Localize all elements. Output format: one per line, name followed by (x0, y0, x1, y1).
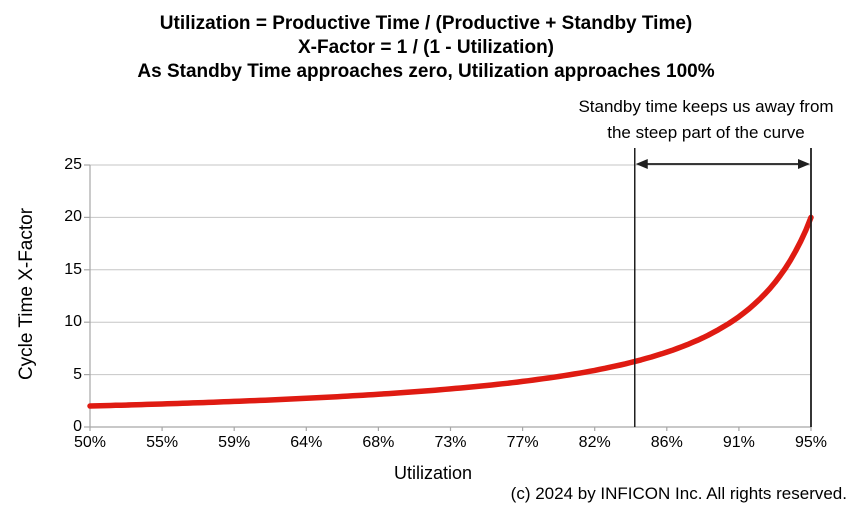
x-factor-curve (87, 214, 814, 409)
range-arrow-head-right (798, 159, 810, 169)
title-line-2: X-Factor = 1 / (1 - Utilization) (298, 37, 554, 58)
range-arrow-head-left (635, 159, 648, 169)
chart-title: Utilization = Productive Time / (Product… (0, 12, 852, 84)
x-tick-label: 55% (146, 434, 179, 451)
annotation-text: Standby time keeps us away from the stee… (556, 94, 852, 146)
x-tick-label: 77% (506, 434, 539, 451)
title-line-3: As Standby Time approaches zero, Utiliza… (137, 61, 715, 82)
x-tick-label: 50% (73, 434, 107, 451)
y-tick-label: 20 (64, 208, 82, 226)
x-tick-label: 68% (362, 434, 395, 451)
x-tick-label: 64% (290, 434, 323, 451)
x-tick-label: 73% (434, 434, 467, 451)
x-tick-label: 82% (578, 434, 611, 451)
y-tick-label: 0 (73, 418, 82, 435)
annotation-line-2: the steep part of the curve (607, 123, 805, 142)
y-tick-label: 15 (64, 260, 82, 278)
annotation-line-1: Standby time keeps us away from (578, 97, 834, 116)
y-tick-label: 5 (73, 365, 82, 383)
copyright-text: (c) 2024 by INFICON Inc. All rights rese… (510, 484, 847, 503)
y-tick-label: 10 (64, 313, 82, 331)
x-axis-title: Utilization (393, 463, 473, 483)
x-tick-label: 59% (218, 434, 251, 451)
title-line-1: Utilization = Productive Time / (Product… (159, 13, 693, 34)
x-tick-label: 91% (722, 434, 755, 451)
x-tick-label: 95% (794, 434, 828, 451)
y-axis-title: Cycle Time X-Factor (16, 207, 37, 381)
x-tick-label: 86% (650, 434, 683, 451)
y-tick-label: 25 (64, 156, 82, 173)
